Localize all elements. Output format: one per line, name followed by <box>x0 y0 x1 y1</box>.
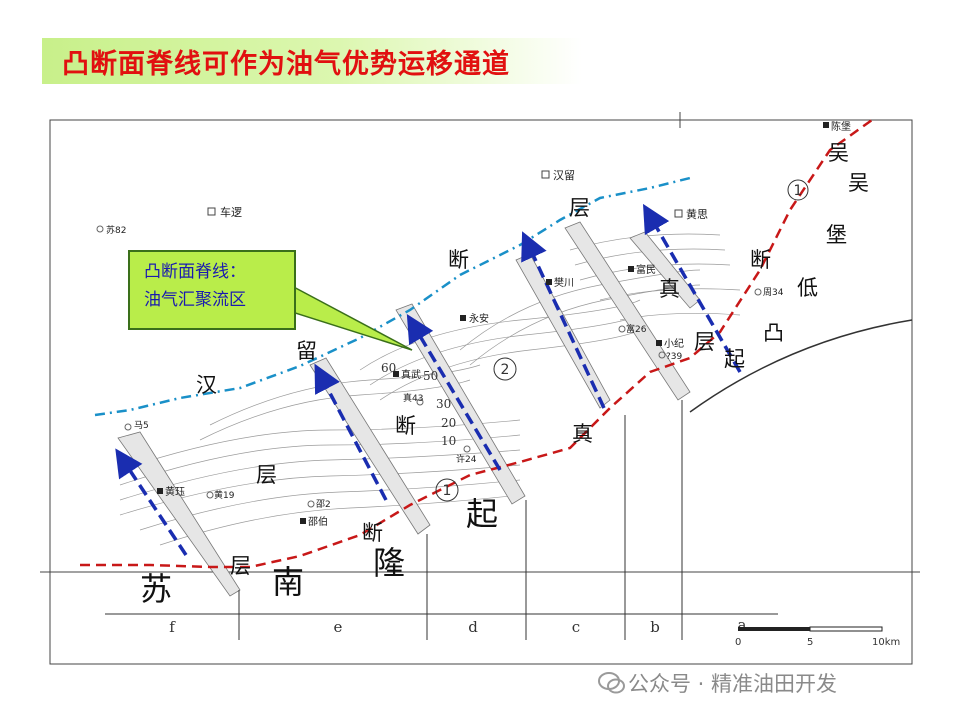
region-char-liu: 留 <box>296 339 317 363</box>
scale-label-10km: 10km <box>872 637 900 648</box>
region-char-nan: 南 <box>272 563 304 601</box>
zhen-wu-fault-line <box>80 118 873 569</box>
section-label-b: b <box>650 618 660 636</box>
place-zhen43: 真43 <box>403 392 423 404</box>
place-shaobo: 邵伯 <box>308 515 328 528</box>
region-char-di: 低 <box>797 276 818 300</box>
place-markers <box>96 122 829 524</box>
map-frame <box>49 119 913 665</box>
callout-line-2: 油气汇聚流区 <box>144 290 246 310</box>
region-char-duan-mid: 断 <box>395 414 416 438</box>
region-char-ceng-west: 层 <box>256 463 277 487</box>
contour-label-30: 30 <box>436 397 451 411</box>
scale-label-0: 0 <box>735 637 741 648</box>
region-char-zhen-north: 真 <box>659 277 680 301</box>
region-char-ceng-south: 层 <box>230 554 251 578</box>
migration-arrows <box>115 203 742 556</box>
region-char-long: 隆 <box>373 544 405 582</box>
section-label-f: f <box>169 618 176 636</box>
contour-label-20: 20 <box>441 416 456 430</box>
region-char-qi-south: 起 <box>466 495 498 533</box>
region-char-han: 汉 <box>196 373 217 397</box>
section-label-a: a <box>738 616 747 634</box>
region-char-wu-2: 吴 <box>848 171 869 195</box>
region-char-duan-south: 断 <box>362 521 383 545</box>
circle-marker-1-east <box>787 179 809 201</box>
circle-label-2: 2 <box>501 362 510 378</box>
section-label-e: e <box>334 618 343 636</box>
region-char-ceng: 层 <box>569 196 590 220</box>
page-title: 凸断面脊线可作为油气优势运移通道 <box>62 49 510 80</box>
circle-marker-2 <box>493 357 517 381</box>
place-xiaoji: 小纪 <box>664 338 684 350</box>
place-fumin: 富民 <box>636 263 656 276</box>
migration-arrow-e <box>314 363 388 501</box>
title-background <box>42 38 582 84</box>
place-huangjue: 黄珏 <box>165 485 185 498</box>
place-zhou34: 周34 <box>763 287 784 298</box>
region-char-zhen-south: 真 <box>572 422 593 446</box>
callout-line-1: 凸断面脊线： <box>144 262 246 282</box>
watermark-text: 公众号 · 精准油田开发 <box>628 672 838 696</box>
circle-marker-1-south <box>435 478 459 502</box>
place-hanliu: 汉留 <box>553 169 575 182</box>
wechat-icon <box>598 672 625 694</box>
place-xu24: 许24 <box>456 453 477 465</box>
contour-label-50: 50 <box>423 369 438 383</box>
region-char-bao: 堡 <box>826 223 847 247</box>
place-chelv: 车逻 <box>220 205 242 219</box>
migration-arrow-d <box>406 313 502 471</box>
region-char-su: 苏 <box>140 570 172 608</box>
place-well-39: ?39 <box>666 352 683 362</box>
migration-arrow-f <box>115 448 188 556</box>
scale-bar <box>738 626 883 632</box>
circle-label-1-east: 1 <box>794 183 803 199</box>
region-char-duan: 断 <box>448 248 469 272</box>
region-char-wu-1: 吴 <box>828 141 849 165</box>
place-huang19: 黄19 <box>214 489 235 501</box>
section-lines <box>105 400 778 640</box>
section-label-c: c <box>572 618 580 636</box>
section-label-d: d <box>468 618 478 636</box>
contour-label-10: 10 <box>441 434 456 448</box>
migration-arrow-b <box>643 203 742 373</box>
place-ma5: 马5 <box>134 420 149 431</box>
place-su82: 苏82 <box>106 224 126 236</box>
migration-arrow-c <box>521 231 606 409</box>
han-liu-fault-line <box>94 176 691 417</box>
place-fu26: 富26 <box>626 323 647 335</box>
region-char-duan-east: 断 <box>750 248 771 272</box>
boundary-arc <box>689 319 913 413</box>
place-zhenwu: 真武 <box>401 368 421 381</box>
place-yongan: 永安 <box>469 312 489 325</box>
region-char-tu: 凸 <box>763 321 784 345</box>
place-fanchuan: 樊川 <box>554 276 574 289</box>
place-chenbao: 陈堡 <box>831 120 851 133</box>
circle-label-1-south: 1 <box>443 483 452 499</box>
ridge-callout-box: 凸断面脊线： 油气汇聚流区 <box>128 250 296 330</box>
region-char-qi-east: 起 <box>724 347 745 371</box>
region-char-ceng-east: 层 <box>694 330 715 354</box>
scale-label-5: 5 <box>807 637 813 648</box>
place-shao2: 邵2 <box>316 499 331 510</box>
place-huangsi: 黄思 <box>686 207 708 221</box>
contour-label-60: 60 <box>381 361 396 375</box>
